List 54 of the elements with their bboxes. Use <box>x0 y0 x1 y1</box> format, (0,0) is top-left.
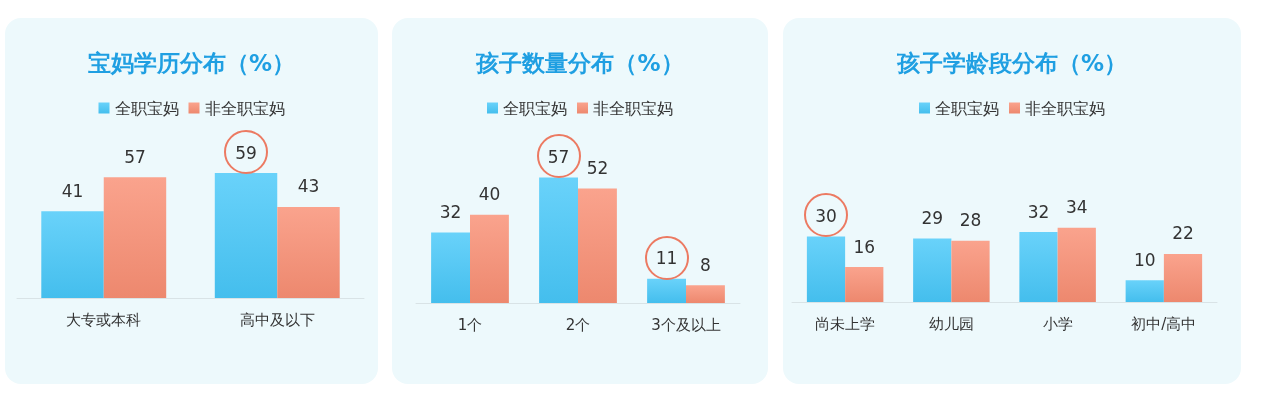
bar <box>1125 280 1164 302</box>
data-label: 32 <box>439 201 462 222</box>
x-tick-label: 2个 <box>565 315 591 334</box>
x-tick-label: 幼儿园 <box>928 314 974 333</box>
x-tick-label: 1个 <box>457 315 483 334</box>
data-label: 57 <box>124 146 146 167</box>
bar <box>277 206 340 298</box>
data-label: 34 <box>1065 197 1088 218</box>
legend-label: 全职宝妈 <box>114 98 179 118</box>
legend-label: 全职宝妈 <box>503 98 567 118</box>
data-label: 8 <box>700 254 711 275</box>
bar <box>578 188 617 303</box>
data-label: 16 <box>853 236 876 257</box>
bar <box>214 173 278 298</box>
bar <box>1057 227 1096 302</box>
data-label: 43 <box>297 176 320 197</box>
data-label: 29 <box>921 208 944 229</box>
data-label: 10 <box>1133 249 1156 270</box>
bar <box>41 211 104 298</box>
bar <box>470 214 509 303</box>
data-label: 32 <box>1027 201 1050 222</box>
data-label: 52 <box>586 157 609 178</box>
data-label: 11 <box>655 248 678 269</box>
legend-label: 全职宝妈 <box>935 98 999 118</box>
bar <box>103 177 167 298</box>
data-label: 28 <box>959 210 982 231</box>
chart-title: 孩子数量分布（%） <box>475 49 684 76</box>
x-tick-label: 初中/高中 <box>1131 314 1197 333</box>
bar <box>913 238 952 302</box>
data-label: 40 <box>478 184 501 205</box>
bar <box>951 240 990 302</box>
bar <box>845 267 884 302</box>
data-label: 57 <box>547 146 570 167</box>
data-label: 30 <box>815 205 837 226</box>
legend-label: 非全职宝妈 <box>1025 98 1105 118</box>
x-tick-label: 高中及以下 <box>239 310 315 329</box>
bar <box>1163 253 1203 302</box>
bar <box>806 236 846 302</box>
x-tick-label: 小学 <box>1042 314 1073 333</box>
chart-title: 孩子学龄段分布（%） <box>895 49 1128 76</box>
bar <box>686 285 725 303</box>
bar <box>647 278 686 303</box>
x-tick-label: 大专或本科 <box>66 310 142 329</box>
chart-title: 宝妈学历分布（%） <box>87 49 296 76</box>
bar <box>431 232 470 303</box>
data-label: 41 <box>61 180 84 201</box>
x-tick-label: 尚未上学 <box>815 314 876 333</box>
bar <box>1019 232 1058 302</box>
legend-label: 非全职宝妈 <box>204 98 285 118</box>
x-tick-label: 3个及以上 <box>651 315 721 334</box>
data-label: 59 <box>235 142 257 163</box>
bar <box>539 177 578 303</box>
legend-label: 非全职宝妈 <box>593 98 673 118</box>
data-label: 22 <box>1172 223 1194 244</box>
